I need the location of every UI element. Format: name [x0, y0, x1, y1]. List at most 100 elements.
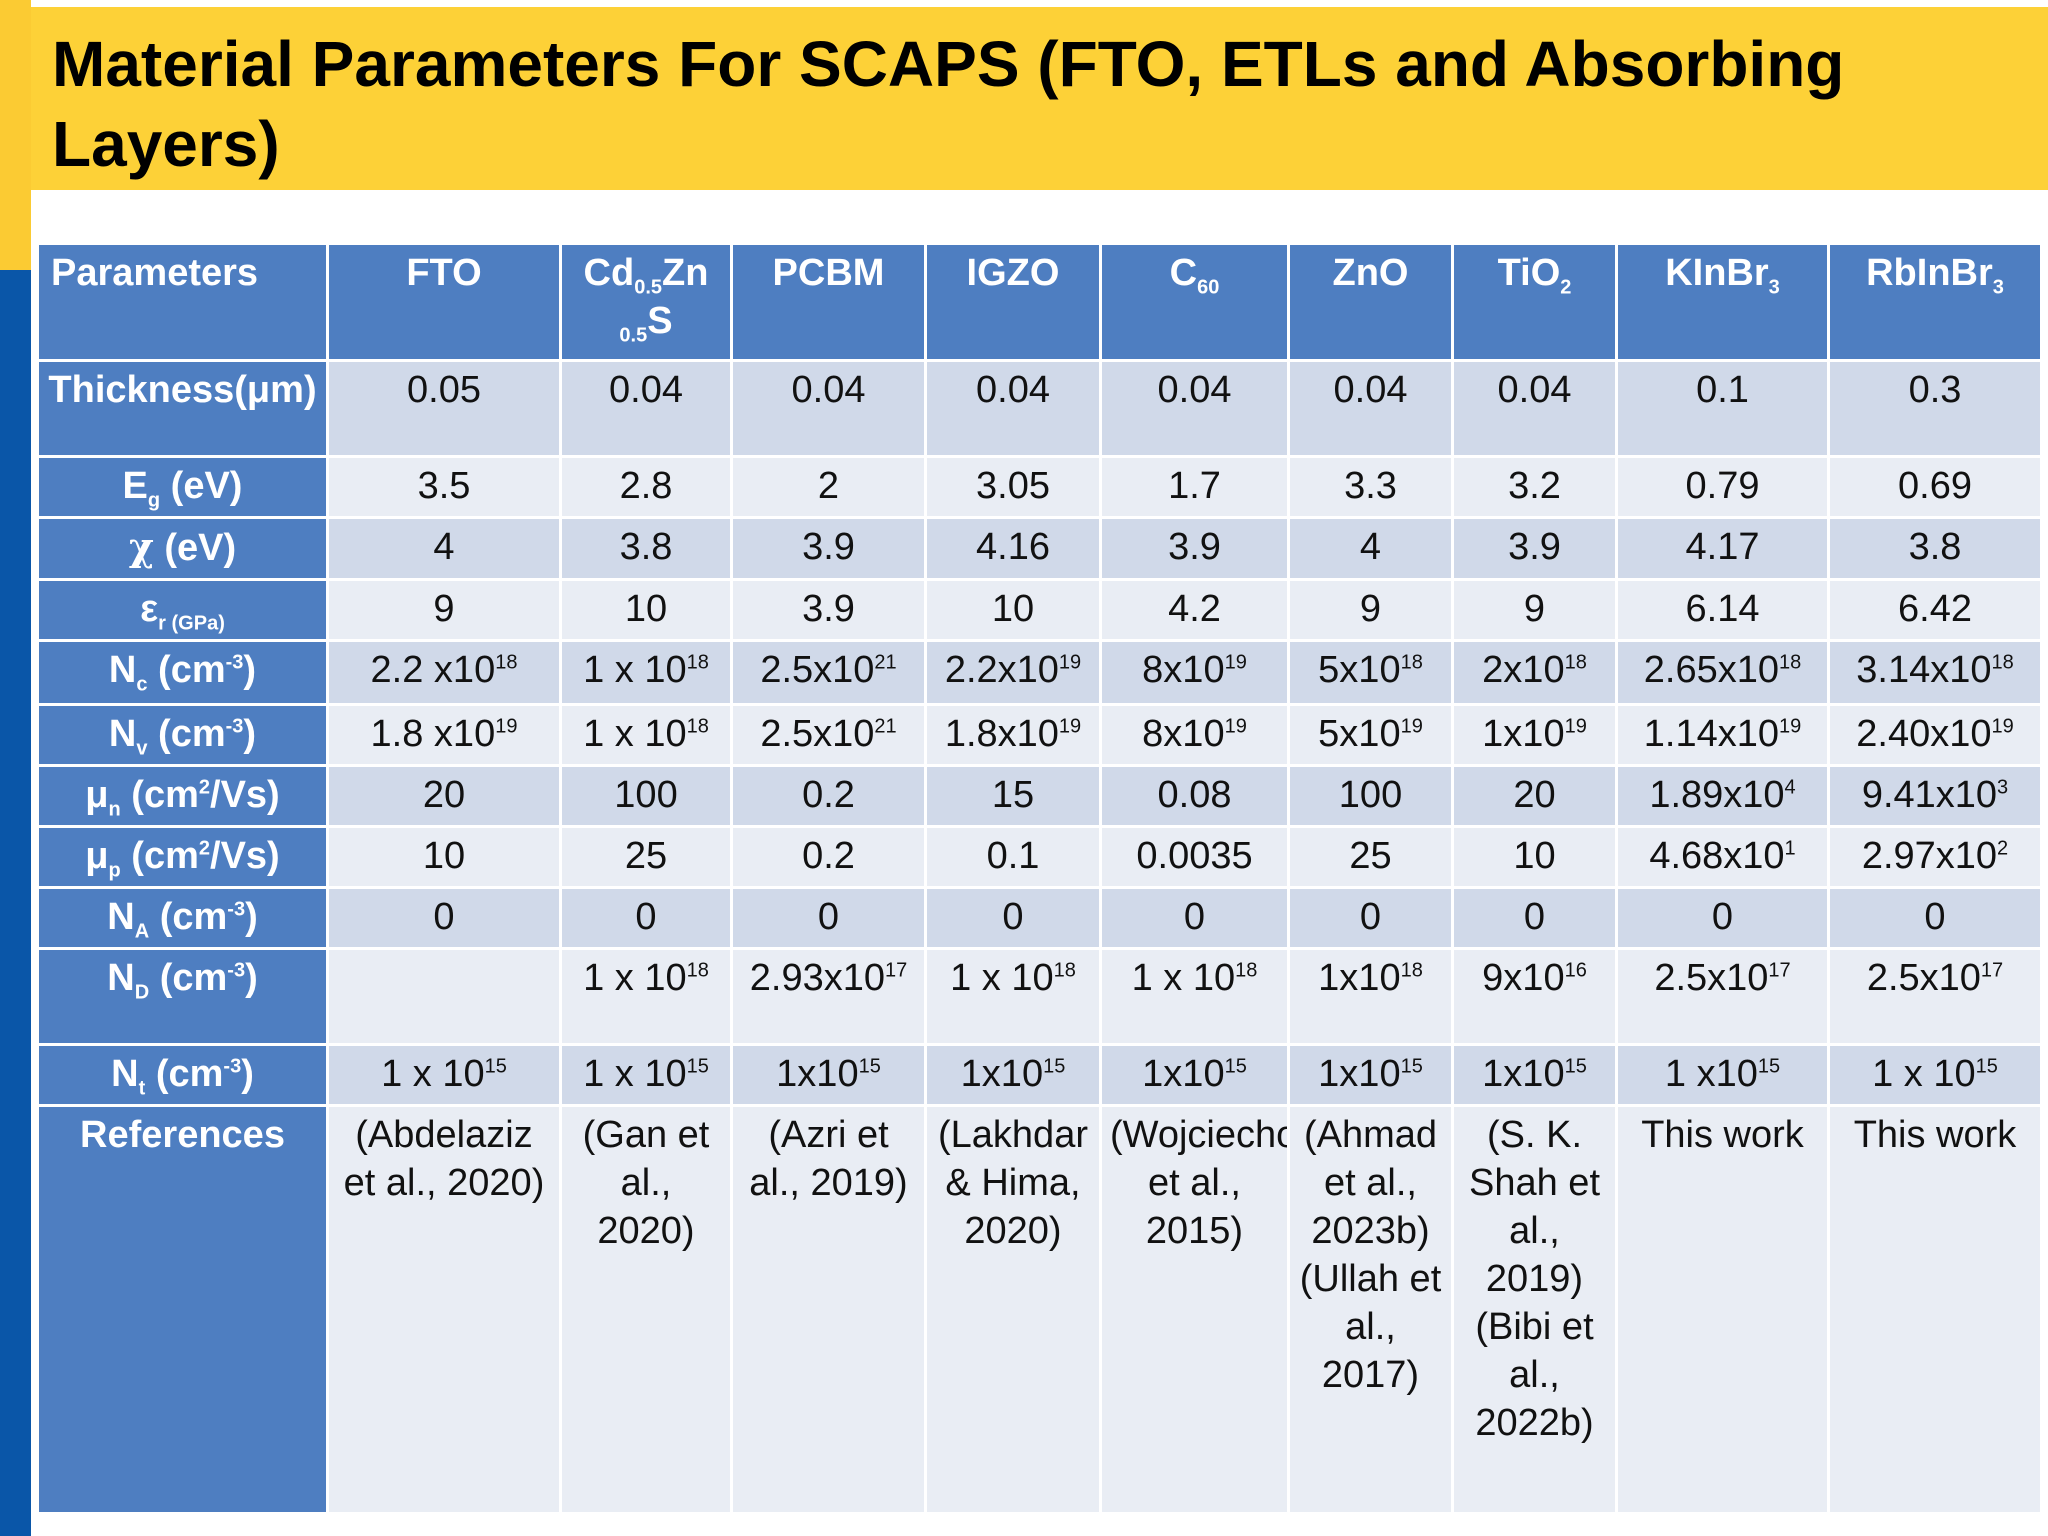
cell-thickness: 0.04 [1451, 359, 1618, 458]
row-references: References (Abdelaziz et al., 2020) (Gan … [36, 1104, 2043, 1515]
cell-thickness: 0.04 [730, 359, 927, 458]
parameters-table: Parameters FTO Cd0.5Zn 0.5S PCBM IGZO C60… [36, 242, 2043, 1515]
cell-nc: 2.2 x1018 [326, 639, 562, 706]
cell-eps: 9 [1287, 578, 1454, 642]
cell-eps: 4.2 [1099, 578, 1290, 642]
cell-eps: 6.14 [1615, 578, 1830, 642]
cell-nt: 1x1015 [1099, 1043, 1290, 1107]
cell-eg: 2 [730, 455, 927, 519]
cell-nd: 2.5x1017 [1615, 947, 1830, 1046]
cell-eps: 3.9 [730, 578, 927, 642]
cell-nc: 2.5x1021 [730, 639, 927, 706]
cell-eps: 6.42 [1827, 578, 2043, 642]
slide-title: Material Parameters For SCAPS (FTO, ETLs… [52, 28, 1845, 180]
cell-mun: 20 [1451, 764, 1618, 828]
cell-refs: (S. K. Shah et al., 2019) (Bibi et al., … [1451, 1104, 1618, 1515]
label-mun: μn (cm2/Vs) [36, 764, 329, 828]
header-cdzns: Cd0.5Zn 0.5S [559, 242, 733, 362]
cell-eg: 3.5 [326, 455, 562, 519]
cell-chi: 3.9 [1451, 516, 1618, 581]
cell-nc: 1 x 1018 [559, 639, 733, 706]
cell-mup: 10 [1451, 825, 1618, 889]
cell-nc: 3.14x1018 [1827, 639, 2043, 706]
header-zno: ZnO [1287, 242, 1454, 362]
cell-nv: 1.8x1019 [924, 703, 1102, 767]
cell-nt: 1 x 1015 [559, 1043, 733, 1107]
row-eg: Eg (eV) 3.5 2.8 2 3.05 1.7 3.3 3.2 0.79 0.69 [36, 455, 2043, 519]
cell-eps: 10 [559, 578, 733, 642]
label-nv: Nv (cm-3) [36, 703, 329, 767]
header-fto: FTO [326, 242, 562, 362]
cell-mun: 15 [924, 764, 1102, 828]
left-accent-bar-bottom [0, 270, 31, 1536]
cell-mup: 25 [1287, 825, 1454, 889]
cell-nv: 8x1019 [1099, 703, 1290, 767]
label-eps: εr (GPa) [36, 578, 329, 642]
cell-nd: 2.93x1017 [730, 947, 927, 1046]
cell-nt: 1 x 1015 [326, 1043, 562, 1107]
cell-refs: (Abdelaziz et al., 2020) [326, 1104, 562, 1515]
cell-refs: (Wojciechowski et al., 2015) [1099, 1104, 1290, 1515]
cell-thickness: 0.04 [1099, 359, 1290, 458]
cell-eg: 1.7 [1099, 455, 1290, 519]
cell-chi: 3.8 [1827, 516, 2043, 581]
left-accent-bar-top [0, 0, 31, 270]
cell-thickness: 0.04 [924, 359, 1102, 458]
cell-refs: This work [1827, 1104, 2043, 1515]
cell-nd: 2.5x1017 [1827, 947, 2043, 1046]
cell-nd: 1 x 1018 [1099, 947, 1290, 1046]
row-chi: χ (eV) 4 3.8 3.9 4.16 3.9 4 3.9 4.17 3.8 [36, 516, 2043, 581]
cell-mun: 100 [559, 764, 733, 828]
cell-thickness: 0.04 [1287, 359, 1454, 458]
cell-nv: 2.40x1019 [1827, 703, 2043, 767]
cell-nd: 1x1018 [1287, 947, 1454, 1046]
cell-mun: 20 [326, 764, 562, 828]
cell-nt: 1x1015 [730, 1043, 927, 1107]
cell-refs: (Azri et al., 2019) [730, 1104, 927, 1515]
cell-mup: 4.68x101 [1615, 825, 1830, 889]
cell-nv: 1 x 1018 [559, 703, 733, 767]
header-tio2: TiO2 [1451, 242, 1618, 362]
cell-nt: 1x1015 [924, 1043, 1102, 1107]
label-na: NA (cm-3) [36, 886, 329, 950]
cell-refs: (Ahmad et al., 2023b) (Ullah et al., 201… [1287, 1104, 1454, 1515]
header-pcbm: PCBM [730, 242, 927, 362]
row-nd: ND (cm-3) 1 x 1018 2.93x1017 1 x 1018 1 x 1… [36, 947, 2043, 1046]
label-thickness: Thickness(μm) [36, 359, 329, 458]
cell-nc: 8x1019 [1099, 639, 1290, 706]
row-thickness: Thickness(μm) 0.05 0.04 0.04 0.04 0.04 0.04 0.… [36, 359, 2043, 458]
row-eps: εr (GPa) 9 10 3.9 10 4.2 9 9 6.14 6.42 [36, 578, 2043, 642]
cell-mup: 0.2 [730, 825, 927, 889]
cell-mup: 25 [559, 825, 733, 889]
cell-nt: 1x1015 [1451, 1043, 1618, 1107]
label-nt: Nt (cm-3) [36, 1043, 329, 1107]
header-igzo: IGZO [924, 242, 1102, 362]
cell-eg: 3.3 [1287, 455, 1454, 519]
cell-refs: This work [1615, 1104, 1830, 1515]
label-mup: μp (cm2/Vs) [36, 825, 329, 889]
row-mun: μn (cm2/Vs) 20 100 0.2 15 0.08 100 20 1.89x104 9… [36, 764, 2043, 828]
cell-refs: (Gan et al., 2020) [559, 1104, 733, 1515]
cell-na: 0 [1827, 886, 2043, 950]
cell-nv: 1.14x1019 [1615, 703, 1830, 767]
cell-thickness: 0.1 [1615, 359, 1830, 458]
header-kinbr3: KInBr3 [1615, 242, 1830, 362]
cell-nv: 1.8 x1019 [326, 703, 562, 767]
cell-nd: 9x1016 [1451, 947, 1618, 1046]
cell-eg: 0.79 [1615, 455, 1830, 519]
cell-nd [326, 947, 562, 1046]
cell-na: 0 [730, 886, 927, 950]
cell-chi: 3.9 [730, 516, 927, 581]
cell-nd: 1 x 1018 [924, 947, 1102, 1046]
cell-mup: 0.0035 [1099, 825, 1290, 889]
row-nc: Nc (cm-3) 2.2 x1018 1 x 1018 2.5x1021 2.2x1… [36, 639, 2043, 706]
cell-na: 0 [924, 886, 1102, 950]
row-nt: Nt (cm-3) 1 x 1015 1 x 1015 1x1015 1x1015 1x… [36, 1043, 2043, 1107]
label-nd: ND (cm-3) [36, 947, 329, 1046]
cell-na: 0 [1287, 886, 1454, 950]
title-band [31, 7, 2048, 190]
cell-chi: 4 [1287, 516, 1454, 581]
cell-nc: 2.65x1018 [1615, 639, 1830, 706]
cell-eg: 2.8 [559, 455, 733, 519]
